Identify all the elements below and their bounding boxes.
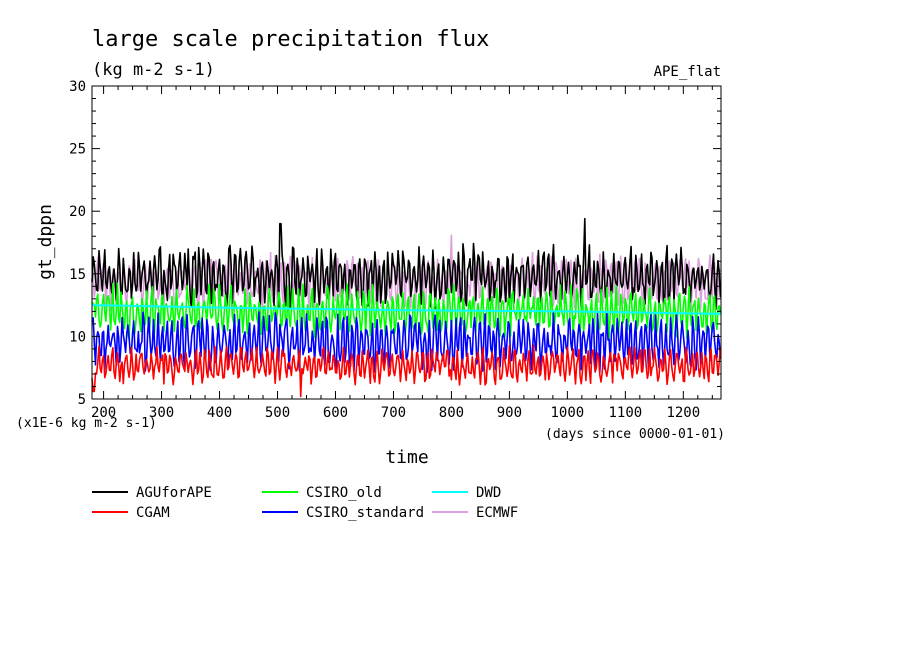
x-tick-label: 500: [265, 405, 290, 421]
y-scale-note: (x1E-6 kg m-2 s-1): [16, 416, 157, 431]
experiment-label: APE_flat: [654, 64, 721, 80]
y-tick-label: 20: [69, 204, 86, 220]
legend-label: AGUforAPE: [136, 485, 212, 501]
x-units-note: (days since 0000-01-01): [545, 427, 725, 442]
y-axis-label: gt_dppn: [35, 204, 56, 280]
y-tick-label: 15: [69, 267, 86, 283]
legend-label: DWD: [476, 485, 501, 501]
x-tick-label: 900: [497, 405, 522, 421]
legend-label: CGAM: [136, 505, 170, 521]
chart-title: large scale precipitation flux: [92, 27, 489, 52]
x-tick-label: 600: [323, 405, 348, 421]
series-line-dwd: [91, 304, 722, 315]
y-tick-label: 10: [69, 329, 86, 345]
x-tick-label: 400: [207, 405, 232, 421]
legend-label: ECMWF: [476, 505, 518, 521]
y-axis-ticks: 5 10 15 20 25 30: [69, 79, 721, 408]
chart-subtitle: (kg m-2 s-1): [92, 60, 215, 80]
plot-frame: [91, 85, 722, 400]
x-tick-label: 1200: [666, 405, 700, 421]
x-axis-label: time: [385, 447, 428, 468]
y-tick-label: 5: [78, 392, 86, 408]
series-layer: [91, 217, 722, 398]
y-tick-label: 30: [69, 79, 86, 95]
series-line-cgam: [91, 344, 722, 398]
x-axis-ticks: 200 300 400 500 600 700 800 900 1000 1100 1200: [91, 86, 713, 421]
legend-label: CSIRO_old: [306, 485, 382, 501]
x-tick-label: 300: [149, 405, 174, 421]
series-line-csiro-old: [91, 282, 722, 341]
y-tick-label: 25: [69, 142, 86, 158]
x-tick-label: 1100: [608, 405, 642, 421]
x-tick-label: 800: [439, 405, 464, 421]
series-line-aguforape: [91, 217, 722, 311]
x-tick-label: 700: [381, 405, 406, 421]
legend: AGUforAPE CGAM CSIRO_old CSIRO_standard DWD E…: [92, 485, 518, 521]
x-tick-label: 1000: [551, 405, 585, 421]
legend-label: CSIRO_standard: [306, 505, 424, 521]
x-tick-label: 200: [91, 405, 116, 421]
series-line-csiro-standard: [91, 311, 722, 374]
